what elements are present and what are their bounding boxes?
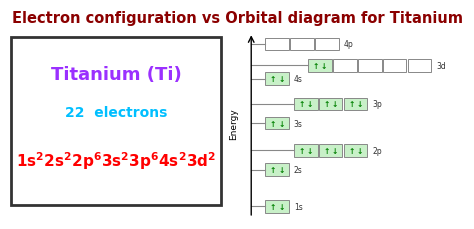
Text: 2s: 2s [294, 165, 302, 174]
Text: ↓: ↓ [278, 165, 285, 174]
Bar [319, 144, 342, 157]
Bar [319, 98, 342, 111]
Text: ↓: ↓ [307, 100, 313, 109]
Text: Titanium (Ti): Titanium (Ti) [51, 66, 182, 84]
Text: ↓: ↓ [278, 75, 285, 84]
Text: ↑: ↑ [270, 119, 276, 128]
Bar [265, 73, 289, 86]
Text: 22  electrons: 22 electrons [65, 106, 167, 119]
Text: ↑: ↑ [348, 100, 355, 109]
Text: ↓: ↓ [321, 61, 328, 71]
Text: ↓: ↓ [278, 119, 285, 128]
Bar [315, 38, 339, 51]
Bar [294, 98, 318, 111]
Text: ↓: ↓ [278, 202, 285, 211]
Text: 1s: 1s [294, 202, 302, 211]
Bar [358, 60, 382, 72]
Bar [344, 144, 367, 157]
Bar [408, 60, 431, 72]
Text: ↑: ↑ [270, 165, 276, 174]
Text: 3p: 3p [372, 100, 382, 109]
Text: ↓: ↓ [356, 146, 363, 155]
Text: ↑: ↑ [312, 61, 319, 71]
Text: ↑: ↑ [323, 146, 329, 155]
Text: ↓: ↓ [307, 146, 313, 155]
Text: ↓: ↓ [332, 146, 338, 155]
Bar [308, 60, 332, 72]
Text: 4s: 4s [294, 75, 303, 84]
Text: ↑: ↑ [348, 146, 355, 155]
Bar [265, 200, 289, 213]
Text: 3d: 3d [436, 61, 446, 71]
Text: ↑: ↑ [270, 202, 276, 211]
Bar [294, 144, 318, 157]
Bar [383, 60, 406, 72]
Text: 2p: 2p [372, 146, 382, 155]
Text: Electron configuration vs Orbital diagram for Titanium: Electron configuration vs Orbital diagra… [11, 11, 463, 26]
Text: ↓: ↓ [356, 100, 363, 109]
Text: Energy: Energy [229, 108, 238, 139]
Bar [265, 38, 289, 51]
Bar [265, 117, 289, 130]
Text: ↑: ↑ [323, 100, 329, 109]
Text: ↑: ↑ [298, 146, 305, 155]
Text: $\mathbf{1s^{2}2s^{2}2p^{6}3s^{2}3p^{6}4s^{2}3d^{2}}$: $\mathbf{1s^{2}2s^{2}2p^{6}3s^{2}3p^{6}4… [16, 150, 216, 172]
Text: ↑: ↑ [270, 75, 276, 84]
Text: 3s: 3s [294, 119, 303, 128]
Text: 4p: 4p [344, 40, 354, 49]
Text: ↓: ↓ [332, 100, 338, 109]
Text: ↑: ↑ [298, 100, 305, 109]
Bar [290, 38, 314, 51]
Bar [333, 60, 356, 72]
Bar [344, 98, 367, 111]
Bar [265, 164, 289, 176]
